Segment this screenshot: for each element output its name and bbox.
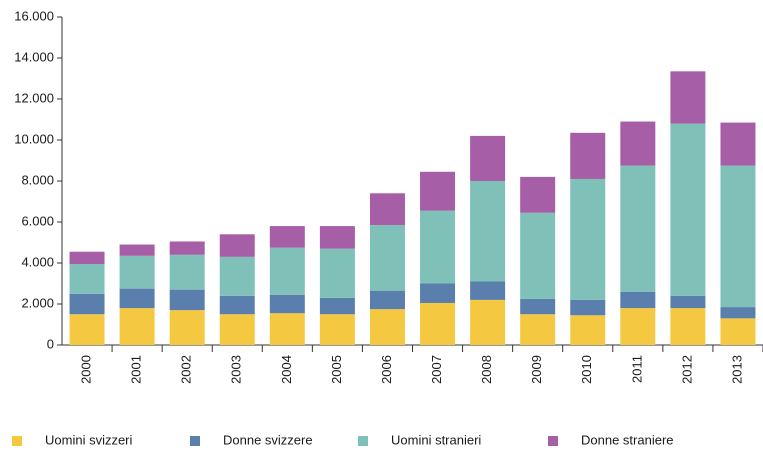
bar-segment	[520, 176, 556, 213]
bar-segment	[319, 314, 355, 345]
x-tick-label: 2011	[629, 355, 644, 383]
bar-segment	[570, 178, 606, 300]
bar-segment	[470, 281, 506, 300]
bar-segment	[169, 289, 205, 311]
bar-segment	[269, 313, 305, 345]
bar-segment	[69, 314, 105, 345]
bar-segment	[620, 121, 656, 166]
x-tick-label: 2013	[729, 355, 744, 384]
bar-segment	[169, 254, 205, 290]
bar-segment	[420, 302, 456, 345]
bar-segment	[620, 308, 656, 345]
bar-segment	[269, 247, 305, 295]
x-tick-label: 2002	[179, 355, 194, 384]
bar-segment	[219, 256, 255, 296]
bar-segment	[470, 135, 506, 181]
x-tick-label: 2009	[529, 355, 544, 384]
x-tick-label: 2004	[279, 355, 294, 384]
bar-segment	[720, 165, 756, 308]
bar-segment	[420, 171, 456, 211]
bar-segment	[670, 71, 706, 124]
bar-segment	[620, 291, 656, 309]
bar-segment	[119, 244, 155, 256]
x-tick-label: 2012	[679, 355, 694, 384]
bar-segment	[319, 226, 355, 249]
x-tick-label: 2007	[429, 355, 444, 384]
bar-segment	[319, 297, 355, 315]
y-tick-label: 10.000	[14, 131, 54, 146]
bar-segment	[570, 315, 606, 345]
x-tick-label: 2008	[479, 355, 494, 384]
y-tick-label: 6.000	[21, 213, 54, 228]
bar-segment	[319, 248, 355, 298]
x-tick-label: 2006	[379, 355, 394, 384]
bar-segment	[570, 132, 606, 179]
bar-segment	[420, 210, 456, 284]
bar-segment	[169, 241, 205, 255]
legend-swatch	[548, 436, 558, 446]
y-tick-label: 4.000	[21, 254, 54, 269]
x-tick-label: 2001	[129, 355, 144, 384]
bar-segment	[119, 308, 155, 345]
bar-segment	[570, 299, 606, 316]
legend-label: Uomini svizzeri	[45, 432, 133, 447]
legend-label: Uomini stranieri	[391, 432, 481, 447]
bar-segment	[119, 288, 155, 309]
bar-segment	[369, 290, 405, 310]
bar-segment	[620, 165, 656, 292]
bar-segment	[269, 226, 305, 248]
bar-segment	[119, 255, 155, 289]
bar-segment	[720, 307, 756, 319]
bar-segment	[69, 264, 105, 294]
bar-segment	[520, 298, 556, 315]
y-tick-label: 2.000	[21, 295, 54, 310]
bar-segment	[470, 181, 506, 282]
legend-swatch	[190, 436, 200, 446]
y-tick-label: 0	[47, 336, 54, 351]
bar-segment	[520, 212, 556, 299]
bar-segment	[369, 309, 405, 345]
bar-segment	[369, 225, 405, 291]
bar-segment	[720, 318, 756, 345]
y-tick-label: 14.000	[14, 49, 54, 64]
y-tick-label: 12.000	[14, 90, 54, 105]
bar-segment	[470, 299, 506, 345]
bar-segment	[720, 122, 756, 166]
legend-swatch	[12, 436, 22, 446]
bar-segment	[269, 294, 305, 314]
bar-segment	[369, 193, 405, 226]
x-tick-label: 2005	[329, 355, 344, 384]
bar-segment	[670, 295, 706, 309]
x-tick-label: 2003	[229, 355, 244, 384]
bar-segment	[219, 234, 255, 257]
bar-segment	[219, 314, 255, 345]
bar-segment	[520, 314, 556, 345]
y-tick-label: 16.000	[14, 8, 54, 23]
bar-segment	[670, 123, 706, 296]
y-tick-label: 8.000	[21, 172, 54, 187]
bar-segment	[69, 293, 105, 315]
bar-segment	[169, 310, 205, 345]
bar-segment	[420, 283, 456, 303]
legend-swatch	[358, 436, 368, 446]
legend-label: Donne svizzere	[223, 432, 313, 447]
x-tick-label: 2010	[579, 355, 594, 384]
legend-label: Donne straniere	[581, 432, 674, 447]
bar-segment	[670, 308, 706, 345]
bar-segment	[219, 295, 255, 315]
x-tick-label: 2000	[78, 355, 93, 384]
bar-segment	[69, 251, 105, 265]
